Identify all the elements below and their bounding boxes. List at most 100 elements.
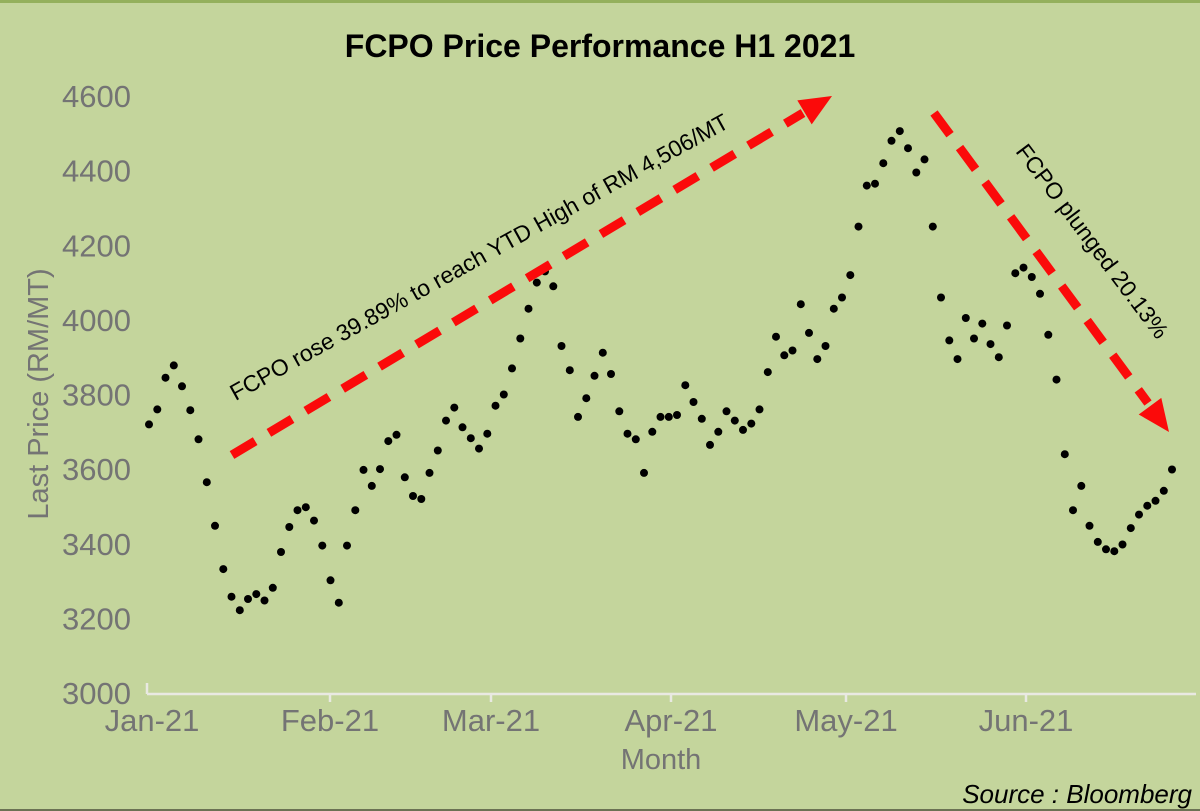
rally-arrowhead-icon [797, 96, 832, 125]
data-point [202, 478, 211, 487]
data-point [549, 282, 558, 291]
data-point [1118, 540, 1127, 549]
x-axis-line-and-ticks [145, 683, 1196, 702]
data-point [392, 430, 401, 439]
data-point [1069, 506, 1077, 515]
data-point [169, 361, 178, 370]
data-point [433, 446, 442, 455]
data-point [293, 506, 302, 515]
data-point [1143, 501, 1152, 510]
plunge-arrowhead-icon [1138, 397, 1169, 432]
data-point [1126, 524, 1135, 533]
data-point [565, 366, 574, 375]
data-point [961, 314, 970, 322]
data-point [590, 371, 599, 380]
data-point [516, 334, 525, 343]
data-point [986, 340, 995, 349]
fcpo-price-chart: FCPO Price Performance H1 2021 Last Pric… [23, 28, 1196, 809]
data-point [268, 583, 277, 592]
rally-arrow [229, 96, 832, 459]
data-point [1044, 330, 1053, 339]
data-point [953, 355, 962, 364]
data-point [895, 127, 904, 136]
data-point [1151, 496, 1160, 505]
data-point [796, 300, 805, 309]
chart-title: FCPO Price Performance H1 2021 [345, 28, 855, 64]
data-point [458, 423, 467, 432]
data-point [656, 412, 665, 421]
data-point [475, 444, 483, 453]
data-point [244, 595, 252, 603]
plunge-arrow-shaft [930, 110, 1152, 406]
x-tick-label: Feb-21 [281, 703, 379, 738]
data-point [879, 159, 888, 168]
data-point [607, 370, 615, 378]
data-point [714, 427, 723, 436]
data-point [598, 348, 607, 357]
data-point [1027, 273, 1036, 281]
data-point [772, 332, 780, 341]
data-point [376, 465, 384, 474]
data-point [937, 293, 945, 302]
y-tick-label: 4600 [62, 79, 131, 114]
data-point [862, 181, 871, 190]
data-point [425, 468, 434, 477]
data-point [730, 416, 739, 425]
x-tick-label: Jan-21 [105, 703, 200, 738]
data-point [466, 434, 475, 443]
data-point [301, 503, 310, 512]
data-point [1003, 321, 1011, 330]
x-axis-title: Month [621, 744, 702, 776]
data-point [689, 398, 698, 406]
y-tick-label: 3800 [62, 378, 131, 413]
data-point [1011, 269, 1020, 278]
x-tick-label: Mar-21 [442, 703, 540, 738]
data-point [846, 271, 855, 280]
data-point [1077, 481, 1086, 490]
data-point [747, 419, 756, 428]
data-point [260, 596, 269, 605]
data-point [706, 440, 714, 449]
data-point [1036, 289, 1044, 298]
data-point [912, 168, 921, 177]
data-point [153, 405, 162, 414]
data-point [763, 368, 772, 377]
data-point [409, 492, 417, 500]
data-point [351, 506, 360, 515]
x-tick-label: May-21 [794, 703, 897, 738]
y-axis-tick-labels: 3000 3200 3400 3600 3800 4000 4200 4400 4600 [62, 79, 131, 711]
y-tick-label: 4000 [62, 303, 131, 338]
data-point [186, 406, 195, 415]
data-point [1168, 465, 1176, 474]
data-point [788, 346, 797, 355]
data-point [1135, 510, 1143, 519]
data-point [904, 144, 912, 153]
data-point [582, 394, 591, 403]
data-point [367, 481, 376, 490]
data-point [994, 353, 1003, 362]
data-point [211, 521, 219, 530]
data-point [359, 465, 368, 474]
data-point [871, 179, 879, 188]
y-axis-title: Last Price (RM/MT) [23, 268, 55, 519]
data-point [631, 435, 640, 444]
data-point [805, 328, 813, 337]
data-point [640, 468, 648, 477]
y-tick-label: 3000 [62, 676, 131, 711]
data-point [854, 222, 863, 231]
y-tick-label: 4200 [62, 228, 131, 263]
data-point [252, 590, 261, 599]
data-point [838, 293, 846, 302]
data-point [945, 336, 954, 345]
data-point [615, 407, 624, 416]
x-axis-tick-labels: Jan-21 Feb-21 Mar-21 Apr-21 May-21 Jun-21 [105, 703, 1074, 738]
data-point [483, 429, 492, 438]
data-point [178, 382, 186, 391]
data-point [499, 390, 508, 399]
data-point [673, 411, 681, 419]
y-tick-label: 3200 [62, 601, 131, 636]
data-point [384, 437, 393, 446]
data-point [145, 420, 153, 429]
data-point [1060, 450, 1069, 459]
data-point [623, 429, 632, 438]
